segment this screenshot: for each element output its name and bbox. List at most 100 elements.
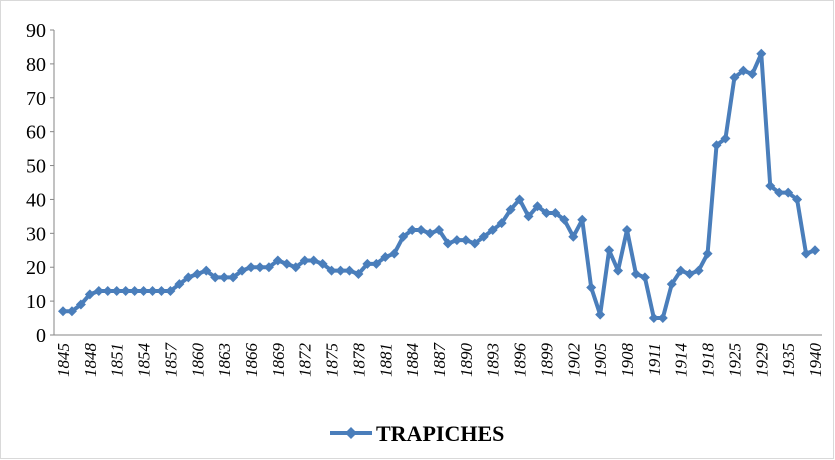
point xyxy=(308,255,319,266)
x-tick-label: 1863 xyxy=(215,343,234,377)
x-tick-label: 1860 xyxy=(188,343,207,378)
point xyxy=(174,279,185,290)
x-tick-label: 1925 xyxy=(725,343,744,377)
x-tick-label: 1848 xyxy=(81,343,100,378)
y-tick-label: 80 xyxy=(26,54,46,76)
point xyxy=(442,238,453,249)
point xyxy=(192,269,203,279)
point xyxy=(595,309,606,320)
point xyxy=(156,285,167,296)
x-tick-label: 1869 xyxy=(269,343,288,378)
point xyxy=(451,235,462,246)
x-tick-label: 1918 xyxy=(699,343,718,378)
point xyxy=(237,265,248,276)
point xyxy=(559,214,570,225)
point xyxy=(810,245,820,256)
point xyxy=(362,258,373,269)
point xyxy=(487,224,498,235)
point xyxy=(729,72,740,83)
x-tick-label: 1893 xyxy=(484,343,503,377)
x-tick-label: 1914 xyxy=(672,343,691,378)
x-tick-label: 1896 xyxy=(511,343,530,378)
point xyxy=(344,265,355,276)
point xyxy=(434,224,444,235)
y-tick-label: 0 xyxy=(36,325,46,347)
x-tick-label: 1905 xyxy=(591,343,610,377)
point xyxy=(389,248,400,259)
point xyxy=(684,269,695,279)
point xyxy=(407,224,418,235)
point xyxy=(460,235,471,246)
point xyxy=(792,194,803,205)
point xyxy=(317,258,328,269)
x-tick-label: 1851 xyxy=(108,343,127,377)
x-tick-label: 1875 xyxy=(323,343,342,377)
x-tick-label: 1872 xyxy=(296,343,315,378)
point xyxy=(120,285,131,296)
point xyxy=(138,285,149,296)
point xyxy=(326,265,337,276)
point xyxy=(586,282,597,293)
point xyxy=(505,204,516,215)
point xyxy=(183,272,194,283)
y-tick-label: 40 xyxy=(26,189,46,211)
y-tick-label: 10 xyxy=(26,291,46,313)
point xyxy=(335,265,346,276)
point xyxy=(425,228,436,239)
point xyxy=(523,211,534,222)
point xyxy=(756,48,767,59)
point xyxy=(353,269,364,279)
point xyxy=(478,231,489,242)
point xyxy=(693,265,704,276)
x-tick-label: 1908 xyxy=(618,343,637,378)
x-tick-label: 1902 xyxy=(564,343,583,378)
x-tick-label: 1884 xyxy=(403,343,422,378)
point xyxy=(666,279,677,290)
point xyxy=(84,289,95,300)
point xyxy=(299,255,310,266)
point xyxy=(129,285,140,296)
point xyxy=(648,313,659,324)
point xyxy=(783,187,794,198)
point xyxy=(210,272,221,283)
point xyxy=(398,231,409,242)
point xyxy=(111,285,122,296)
x-tick-label: 1866 xyxy=(242,343,261,378)
point xyxy=(657,313,668,324)
point xyxy=(58,306,68,317)
x-tick-label: 1857 xyxy=(161,342,180,378)
y-tick-label: 60 xyxy=(26,122,46,144)
y-tick-label: 70 xyxy=(26,88,46,110)
y-tick-label: 20 xyxy=(26,257,46,279)
point xyxy=(738,65,749,76)
y-tick-label: 50 xyxy=(26,156,46,178)
point xyxy=(165,285,176,296)
point xyxy=(765,180,776,191)
point xyxy=(75,299,86,310)
x-tick-label: 1881 xyxy=(376,343,395,377)
x-tick-label: 1935 xyxy=(779,343,798,377)
x-tick-label: 1854 xyxy=(135,343,154,378)
point xyxy=(702,248,713,259)
point xyxy=(801,248,812,259)
point xyxy=(93,285,104,296)
point xyxy=(541,208,552,218)
point xyxy=(514,194,525,205)
point xyxy=(228,272,239,283)
x-tick-label: 1845 xyxy=(54,343,73,377)
point xyxy=(147,285,158,296)
x-tick-label: 1899 xyxy=(537,343,556,378)
point xyxy=(219,272,230,283)
point xyxy=(639,272,650,283)
point xyxy=(577,214,588,225)
point xyxy=(604,245,615,256)
x-tick-label: 1929 xyxy=(752,343,771,378)
point xyxy=(272,255,283,266)
point xyxy=(371,258,382,269)
point xyxy=(263,262,274,273)
legend-marker xyxy=(345,427,357,439)
point xyxy=(201,265,212,276)
point xyxy=(281,258,292,269)
point xyxy=(290,262,301,273)
